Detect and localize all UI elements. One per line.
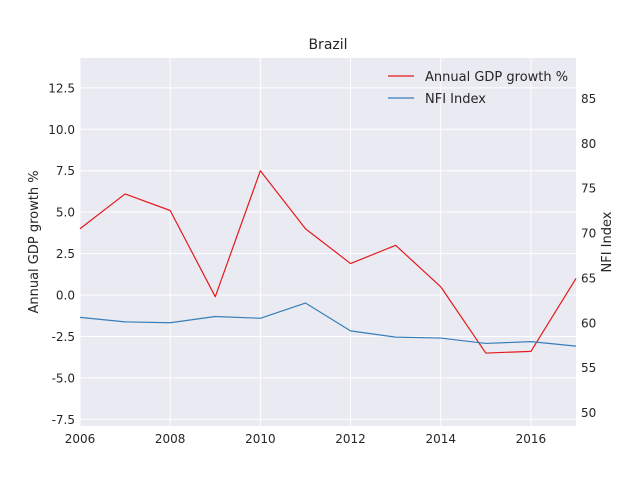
y-left-tick-label: -7.5: [52, 413, 75, 427]
legend: Annual GDP growth % NFI Index: [388, 70, 568, 107]
y-right-tick-label: 75: [581, 182, 596, 196]
nfi-index-line: [79, 302, 577, 347]
x-tick-label: 2008: [155, 432, 186, 446]
plot-background: [80, 58, 576, 426]
y-right-tick-label: 85: [581, 92, 596, 106]
y-left-tick-label: 2.5: [56, 247, 75, 261]
y-axis-left-label: Annual GDP growth %: [27, 170, 42, 313]
x-axis-ticks: 2006 2008 2010 2012 2014 2016: [65, 432, 546, 446]
y-right-tick-label: 50: [581, 406, 596, 420]
right-y-axis-ticks: 50 55 60 65 70 75 80 85: [581, 92, 596, 420]
x-tick-label: 2010: [245, 432, 276, 446]
y-left-tick-label: 7.5: [56, 164, 75, 178]
y-right-tick-label: 80: [581, 137, 596, 151]
y-left-tick-label: -5.0: [52, 371, 75, 385]
y-left-tick-label: 0.0: [56, 289, 75, 303]
y-right-tick-label: 65: [581, 271, 596, 285]
y-right-tick-label: 55: [581, 361, 596, 375]
x-tick-label: 2012: [335, 432, 366, 446]
legend-label-nfi: NFI Index: [425, 92, 486, 107]
y-right-tick-label: 60: [581, 316, 596, 330]
x-tick-label: 2006: [65, 432, 96, 446]
y-left-tick-label: 12.5: [48, 81, 75, 95]
series-layer: [79, 170, 577, 354]
y-left-tick-label: 10.0: [48, 123, 75, 137]
x-tick-label: 2014: [425, 432, 456, 446]
y-right-tick-label: 70: [581, 227, 596, 241]
grid: [79, 58, 576, 426]
x-tick-label: 2016: [516, 432, 547, 446]
y-axis-right-label: NFI Index: [600, 211, 615, 272]
left-y-axis-ticks: -7.5 -5.0 -2.5 0.0 2.5 5.0 7.5 10.0 12.5: [48, 81, 75, 427]
legend-label-gdp: Annual GDP growth %: [425, 70, 568, 85]
y-left-tick-label: 5.0: [56, 206, 75, 220]
chart-title: Brazil: [308, 37, 347, 53]
y-left-tick-label: -2.5: [52, 330, 75, 344]
gdp-growth-line: [79, 170, 577, 354]
